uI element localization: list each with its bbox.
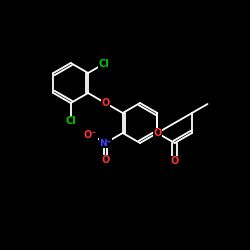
Text: O: O xyxy=(101,98,110,108)
Text: Cl: Cl xyxy=(65,116,76,126)
Text: N⁺: N⁺ xyxy=(99,138,112,147)
Text: O: O xyxy=(170,156,179,166)
Text: O: O xyxy=(101,155,110,165)
Text: Cl: Cl xyxy=(98,59,109,69)
Text: O⁻: O⁻ xyxy=(84,130,97,140)
Text: O: O xyxy=(153,128,162,138)
